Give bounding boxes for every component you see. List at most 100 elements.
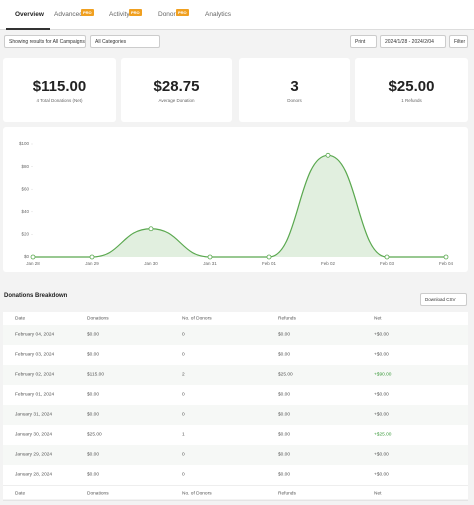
table-cell: 0 (182, 472, 185, 478)
table-cell: +$90.00 (374, 372, 392, 378)
stat-label: Donors (287, 98, 302, 103)
table-row: January 29, 2024 $0.00 0 $0.00 +$0.00 (3, 445, 468, 466)
stat-card: $28.75 Average Donation (121, 58, 232, 122)
stat-value: $28.75 (153, 78, 200, 95)
table-cell: $115.00 (87, 372, 104, 378)
date-range[interactable]: 2024/1/28 - 2024/2/04 (380, 35, 446, 48)
campaign-select[interactable]: Showing results for All Campaigns (4, 35, 86, 48)
stat-value: $25.00 (388, 78, 435, 95)
table-cell: +$0.00 (374, 392, 389, 398)
active-tab-indicator (6, 28, 50, 30)
table-row: February 04, 2024 $0.00 0 $0.00 +$0.00 (3, 325, 468, 346)
x-tick-label: Feb 02 (321, 261, 336, 266)
table-cell: $0.00 (87, 352, 100, 358)
table-cell: 0 (182, 332, 185, 338)
category-select[interactable]: All Categories (90, 35, 160, 48)
download-csv-button[interactable]: Download CSV (420, 293, 467, 306)
table-cell: February 02, 2024 (15, 372, 55, 378)
filter-button[interactable]: Filter (449, 35, 468, 48)
point (266, 254, 272, 260)
section-title: Donations Breakdown (4, 293, 68, 299)
point (443, 254, 449, 260)
x-tick-label: Jan 31 (203, 261, 217, 266)
x-tick-label: Jan 29 (85, 261, 99, 266)
tab[interactable]: Activity (109, 11, 130, 18)
table-cell: $0.00 (87, 332, 100, 338)
column-header: No. of Donors (182, 491, 212, 496)
stat-label: Average Donation (158, 98, 195, 103)
table-cell: 1 (182, 432, 185, 438)
y-tick-label: $80 (21, 164, 29, 169)
table-cell: February 04, 2024 (15, 332, 55, 338)
table-cell: February 01, 2024 (15, 392, 55, 398)
table-row: January 31, 2024 $0.00 0 $0.00 +$0.00 (3, 405, 468, 426)
column-header: Date (15, 316, 26, 321)
column-header: Net (374, 316, 382, 321)
table-cell: $0.00 (87, 452, 100, 458)
table-cell: $0.00 (87, 472, 100, 478)
table-row: January 30, 2024 $25.00 1 $0.00 +$25.00 (3, 425, 468, 446)
y-tick-label: $40 (21, 209, 29, 214)
table-cell: January 28, 2024 (15, 472, 53, 478)
x-tick-label: Jan 30 (144, 261, 158, 266)
line (33, 154, 446, 258)
y-tick-label: $20 (21, 232, 29, 237)
point (384, 254, 390, 260)
tab[interactable]: Advanced (54, 11, 83, 18)
chart: $0 $20 $40 $60 $80 $100 Jan 28 Jan 29 Jan 30 Jan … (3, 127, 468, 272)
breakdown-table: Date Donations No. of Donors Refunds Net Febr… (3, 312, 468, 501)
table-cell: +$0.00 (374, 332, 389, 338)
stat-card: $25.00 1 Refunds (355, 58, 468, 122)
point (207, 254, 213, 260)
stat-label: 1 Refunds (401, 98, 422, 103)
table-cell: $0.00 (278, 352, 291, 358)
point (325, 152, 331, 158)
table-cell: +$0.00 (374, 472, 389, 478)
table-cell: 0 (182, 412, 185, 418)
tab[interactable]: Overview (15, 11, 44, 18)
x-tick-label: Jan 28 (26, 261, 40, 266)
x-tick-label: Feb 03 (380, 261, 395, 266)
column-header: Refunds (278, 316, 296, 321)
table-cell: $0.00 (278, 392, 291, 398)
y-tick-label: $100 (19, 141, 30, 146)
table-cell: 0 (182, 352, 185, 358)
point (89, 254, 95, 260)
x-tick-label: Feb 01 (262, 261, 277, 266)
column-header: Refunds (278, 491, 296, 496)
table-cell: +$25.00 (374, 432, 392, 438)
print-button[interactable]: Print (350, 35, 377, 48)
column-header: Donations (87, 316, 109, 321)
tab[interactable]: Donors (158, 11, 179, 18)
y-tick-label: $60 (21, 186, 29, 191)
stat-value: 3 (290, 78, 299, 95)
area-fill (33, 155, 446, 257)
table-cell: February 03, 2024 (15, 352, 55, 358)
column-header: Donations (87, 491, 109, 496)
table-cell: $0.00 (278, 412, 291, 418)
table-footer: Date Donations No. of Donors Refunds Net (3, 487, 468, 501)
pro-badge: PRO (176, 9, 189, 16)
table-cell: $25.00 (87, 432, 102, 438)
column-header: Date (15, 491, 26, 496)
table-cell: $0.00 (87, 412, 100, 418)
pro-badge: PRO (81, 9, 94, 16)
column-header: No. of Donors (182, 316, 212, 321)
column-header: Net (374, 491, 382, 496)
table-cell: $0.00 (87, 392, 100, 398)
table-cell: +$0.00 (374, 412, 389, 418)
table-cell: January 30, 2024 (15, 432, 53, 438)
table-cell: 2 (182, 372, 185, 378)
point (148, 226, 154, 232)
table-cell: $0.00 (278, 452, 291, 458)
table-cell: $25.00 (278, 372, 293, 378)
table-cell: January 31, 2024 (15, 412, 53, 418)
table-cell: January 29, 2024 (15, 452, 53, 458)
table-cell: +$0.00 (374, 352, 389, 358)
table-row: January 28, 2024 $0.00 0 $0.00 +$0.00 (3, 465, 468, 486)
table-cell: $0.00 (278, 432, 291, 438)
table-cell: 0 (182, 392, 185, 398)
tab[interactable]: Analytics (205, 11, 232, 18)
table-cell: $0.00 (278, 332, 291, 338)
